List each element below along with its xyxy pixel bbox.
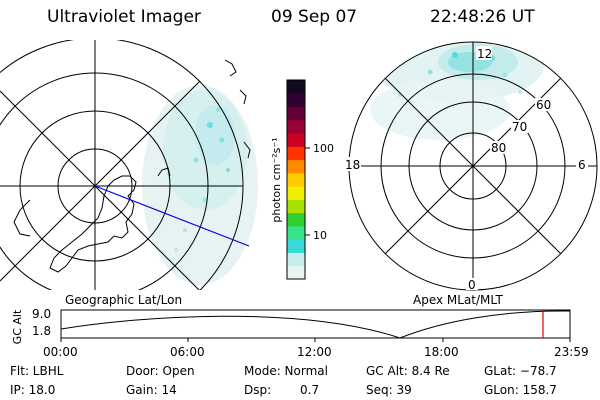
mlt-label-dusk: 18 [345,158,360,172]
mlat-label-60: 60 [536,98,551,112]
dsp-label: Dsp: [244,383,272,397]
glat-info: GLat: −78.7 [484,364,557,378]
colorbar-gradient [287,80,305,280]
left-map-caption: Geographic Lat/Lon [65,293,183,307]
colorbar-segment [287,93,305,108]
colorbar-tick-label-100: 100 [313,142,334,155]
seq-info: Seq: 39 [366,383,412,397]
gain-info: Gain: 14 [126,383,177,397]
mlat-label-70: 70 [512,120,527,134]
timeline-tick-2359: 23:59 [554,345,589,359]
altitude-timeline: GC Alt [11,309,571,344]
colorbar-segment [287,212,305,227]
timeline-y-min: 1.8 [32,324,52,338]
mlt-label-midnight: 0 [468,278,476,292]
colorbar-segment [287,172,305,187]
colorbar-unit-label: photon cm⁻²s⁻¹ [270,137,283,222]
dsp-value: 0.7 [300,383,320,397]
altitude-curve [60,310,571,339]
satellite-ground-track-line [94,185,250,247]
colorbar: 100 10 photon cm⁻²s⁻¹ [270,79,334,280]
ip-info: IP: 18.0 [10,383,56,397]
colorbar-segment [287,265,305,280]
colorbar-segment [287,159,305,174]
mlat-label-80: 80 [491,141,506,155]
left-meridians [0,40,243,290]
instrument-title: Ultraviolet Imager [47,7,201,27]
timeline-tick-1800: 18:00 [424,345,459,359]
colorbar-segment [287,186,305,200]
timeline-ticks [60,338,571,342]
colorbar-segment [287,199,305,214]
date-label: 09 Sep 07 [271,7,358,27]
filter-info: Flt: LBHL [10,364,64,378]
colorbar-tick-label-10: 10 [313,229,327,242]
colorbar-segment [287,106,305,121]
left-aurora-emission [142,85,258,285]
colorbar-segment [287,80,305,94]
timeline-tick-0600: 06:00 [170,345,205,359]
mlt-label-dawn: 6 [578,158,586,172]
door-info: Door: Open [126,364,195,378]
mlt-label-noon: 12 [477,47,492,61]
gc-alt-info: GC Alt: 8.4 Re [366,364,450,378]
timeline-tick-1200: 12:00 [297,345,332,359]
colorbar-segment [287,225,305,240]
glon-info: GLon: 158.7 [484,383,557,397]
magnetic-map: 12 18 6 0 60 70 80 [343,41,598,292]
mlt-meridians [349,42,597,290]
colorbar-segment [287,252,305,267]
time-label: 22:48:26 UT [430,7,535,27]
timeline-y-max: 9.0 [32,307,52,321]
colorbar-segment [287,119,305,134]
timeline-tick-0000: 00:00 [43,345,78,359]
antarctica-coastline [13,59,251,273]
mlt-labels: 12 18 6 0 60 70 80 [343,46,588,292]
colorbar-segment [287,146,305,161]
timeline-axis-label: GC Alt [11,309,24,344]
colorbar-segment [287,133,305,147]
colorbar-frame [286,79,306,280]
timeline-frame [60,309,571,339]
right-map-caption: Apex MLat/MLT [413,293,503,307]
colorbar-segment [287,239,305,253]
mode-info: Mode: Normal [244,364,328,378]
geographic-map [0,40,258,290]
